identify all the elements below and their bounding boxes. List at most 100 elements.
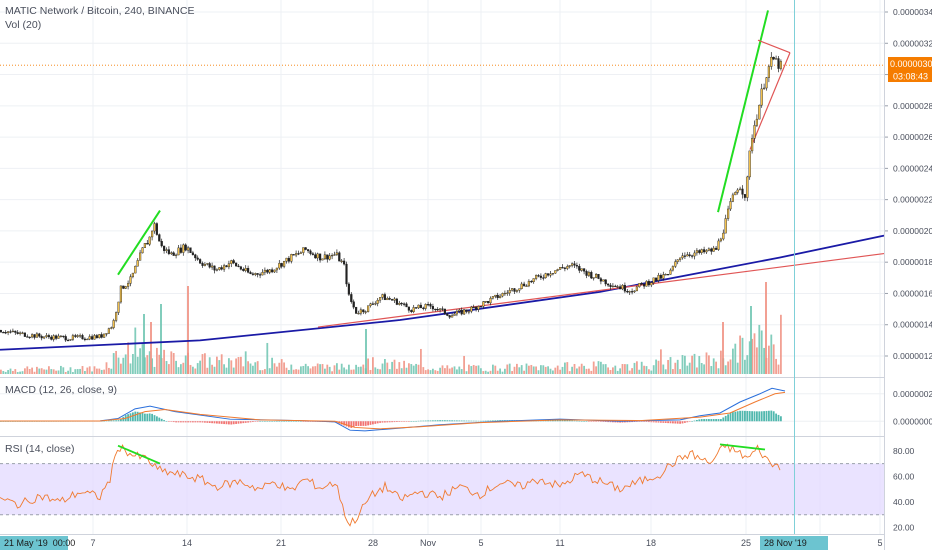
macd-histogram-bar	[729, 412, 732, 422]
macd-histogram-bar	[753, 411, 756, 422]
macd-histogram-bar	[412, 421, 415, 422]
candle-body	[28, 336, 31, 338]
candle-body	[467, 311, 470, 313]
volume-bar	[590, 370, 593, 374]
volume-bar	[115, 350, 117, 374]
macd-histogram-bar	[650, 421, 653, 423]
macd-histogram-bar	[307, 421, 309, 422]
macd-histogram-bar	[276, 421, 278, 422]
candle-body	[607, 283, 610, 286]
volume-bar	[547, 366, 549, 374]
candle-body	[222, 265, 226, 270]
macd-histogram-bar	[136, 411, 139, 422]
volume-bar	[492, 364, 494, 374]
volume-bar	[681, 355, 684, 374]
rsi-band	[0, 463, 884, 515]
candle-body	[472, 306, 475, 309]
macd-histogram-bar	[744, 410, 746, 422]
volume-bar	[537, 370, 540, 374]
volume-bar	[232, 367, 235, 374]
candle-body	[508, 290, 511, 294]
candle-body	[772, 56, 775, 60]
macd-histogram-bar	[583, 421, 585, 422]
volume-bar	[732, 348, 734, 374]
candle-body	[446, 313, 449, 316]
macd-histogram-bar	[379, 421, 381, 423]
candle-body	[314, 254, 317, 259]
candle-body	[455, 310, 458, 315]
candle-body	[31, 334, 34, 338]
candles	[0, 52, 782, 342]
candle-body	[35, 333, 38, 338]
candle-body	[138, 252, 142, 261]
volume-bar	[24, 368, 26, 374]
candle-body	[638, 283, 641, 288]
candle-body	[246, 268, 250, 273]
volume-bar	[489, 370, 492, 374]
macd-histogram-bar	[638, 421, 641, 422]
volume-bar	[88, 366, 91, 374]
candle-body	[746, 176, 749, 198]
volume-bar	[120, 363, 122, 374]
macd-histogram-bar	[722, 417, 725, 422]
candle-body	[657, 274, 660, 281]
volume-bar	[700, 363, 703, 374]
candle-body	[573, 263, 576, 266]
volume-bar	[691, 355, 693, 374]
macd-histogram-bar	[417, 420, 420, 422]
volume-bar	[374, 367, 377, 374]
candle-body	[198, 259, 202, 264]
volume-bar	[669, 357, 672, 374]
volume-bar	[592, 361, 595, 374]
macd-histogram-bar	[489, 420, 492, 422]
volume-bar	[676, 359, 679, 374]
macd-histogram-bar	[273, 421, 276, 422]
volume-bar	[552, 370, 554, 374]
macd-histogram-bar	[645, 421, 648, 422]
price-axis[interactable]: 0.000003400.000003200.000003000.00000280…	[884, 7, 932, 533]
macd-histogram-bar	[739, 410, 741, 422]
macd-histogram-bar	[616, 421, 619, 423]
volume-bar	[352, 369, 355, 374]
volume-bar	[609, 369, 612, 374]
volume-bar	[112, 353, 115, 374]
macd-histogram-bar	[259, 421, 261, 422]
macd-histogram-bar	[216, 421, 218, 424]
candle-body	[407, 306, 410, 311]
volume-bar	[237, 357, 240, 374]
macd-histogram-bar	[580, 421, 583, 422]
rsi-tick-label: 80.00	[893, 446, 915, 456]
candle-body	[693, 252, 696, 257]
volume-bar	[619, 368, 621, 374]
volume-bar	[225, 367, 228, 374]
volume-bar	[396, 368, 398, 374]
macd-histogram-bar	[218, 421, 221, 424]
candle-body	[777, 58, 780, 69]
macd-histogram-bar	[403, 421, 405, 422]
candle-body	[45, 335, 48, 337]
volume-bar	[768, 345, 770, 374]
candle-body	[779, 61, 782, 69]
volume-bar	[9, 368, 12, 374]
volume-bar	[4, 371, 7, 374]
volume-bar	[103, 369, 105, 374]
macd-histogram-bar	[487, 420, 489, 422]
candle-body	[419, 304, 422, 309]
volume-bar	[758, 324, 761, 374]
volume-bar	[520, 365, 523, 374]
candle-body	[362, 309, 365, 313]
macd-histogram-bar	[693, 420, 696, 422]
macd-histogram-bar	[758, 411, 761, 422]
volume-bar	[302, 365, 305, 374]
volume-bar	[40, 368, 43, 374]
candle-body	[494, 294, 497, 297]
volume-bar	[722, 322, 724, 374]
macd-histogram-bar	[367, 421, 369, 426]
macd-histogram-bar	[280, 421, 283, 422]
trendlines[interactable]	[0, 10, 885, 328]
